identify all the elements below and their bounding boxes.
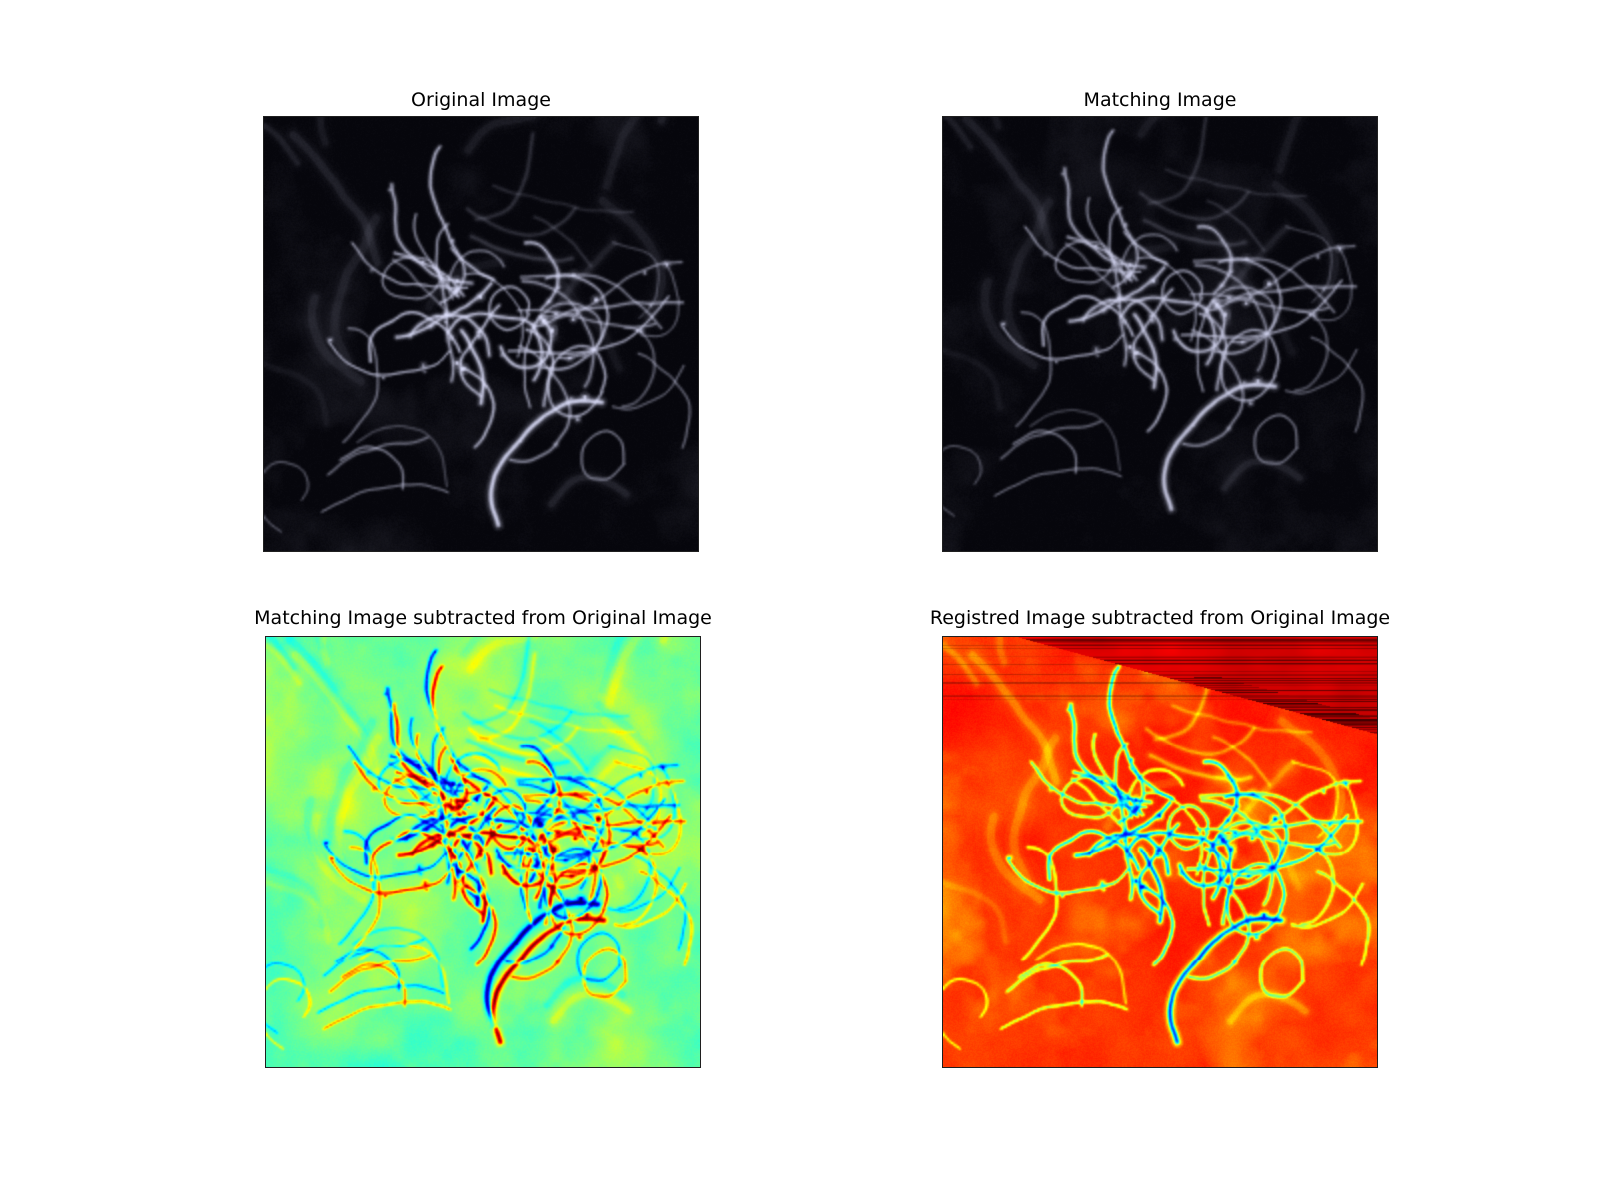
original-image-canvas (263, 116, 699, 552)
panel-title-diff-matching: Matching Image subtracted from Original … (254, 607, 712, 629)
panel-title-diff-registered: Registred Image subtracted from Original… (929, 607, 1391, 629)
matching-difference-canvas (265, 636, 701, 1068)
panel-title-original: Original Image (411, 89, 551, 111)
matching-image-canvas (942, 116, 1378, 552)
registered-difference-canvas (942, 636, 1378, 1068)
panel-title-matching: Matching Image (1083, 89, 1237, 111)
